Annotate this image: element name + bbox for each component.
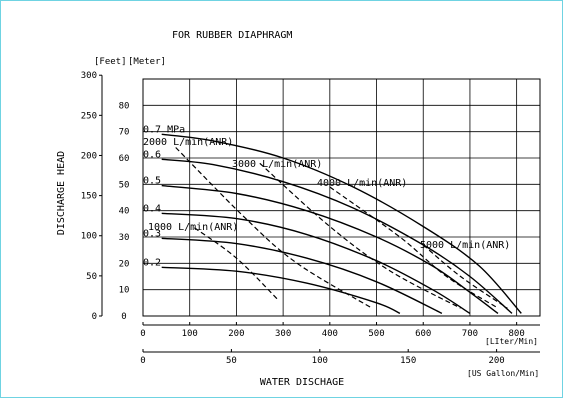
lpm-tick-label: 700	[462, 329, 478, 339]
feet-tick-label: 100	[81, 232, 97, 242]
feet-tick-label: 300	[81, 71, 97, 81]
lpm-unit-label: [LIter/Min]	[485, 337, 538, 346]
lpm-tick-label: 600	[415, 329, 431, 339]
pressure-curve-line	[161, 212, 471, 314]
gpm-tick-label: 0	[140, 356, 145, 366]
lpm-tick-label: 400	[322, 329, 338, 339]
pressure-curve-line	[161, 133, 522, 314]
air-consumption-curve-line	[422, 244, 508, 309]
gpm-tick-label: 200	[488, 356, 504, 366]
lpm-tick-label: 800	[509, 329, 525, 339]
air-consumption-curve-label: 5000 L/min(ANR)	[420, 240, 510, 251]
pressure-curve-label: 0.2	[143, 257, 161, 268]
gpm-unit-label: [US Gallon/Min]	[467, 369, 539, 378]
meter-tick-label: 70	[119, 128, 130, 138]
meter-tick-label: 60	[119, 154, 130, 164]
meter-tick-label: 0	[121, 312, 126, 322]
meter-tick-label: 40	[119, 207, 130, 217]
air-consumption-curve-label: 4000 L/min(ANR)	[317, 178, 407, 189]
pressure-curve-line	[161, 266, 401, 315]
pressure-curve-label: 0.6	[143, 149, 161, 160]
lpm-tick-label: 100	[182, 329, 198, 339]
meter-tick-label: 10	[119, 286, 130, 296]
x-axis-title: WATER DISCHAGE	[260, 377, 344, 388]
feet-tick-label: 150	[81, 192, 97, 202]
air-consumption-curve-line	[329, 186, 499, 309]
pressure-curve-line	[161, 158, 513, 314]
chart-title: FOR RUBBER DIAPHRAGM	[172, 30, 292, 41]
feet-tick-label: 200	[81, 151, 97, 161]
air-consumption-curve-label: 3000 L/min(ANR)	[232, 159, 322, 170]
air-consumption-curve-line	[194, 227, 279, 301]
air-consumption-curve-label: 2000 L/min(ANR)	[143, 137, 233, 148]
pressure-curve-label: 0.5	[143, 176, 161, 187]
air-consumption-curve-line	[259, 162, 461, 309]
meter-tick-label: 20	[119, 259, 130, 269]
gpm-tick-label: 100	[312, 356, 328, 366]
plot-border	[142, 78, 541, 317]
pressure-curve-label: 0.3	[143, 228, 161, 239]
gpm-tick-label: 150	[400, 356, 416, 366]
lpm-tick-label: 0	[140, 329, 145, 339]
feet-tick-label: 0	[92, 312, 97, 322]
feet-tick-label: 50	[86, 272, 97, 282]
air-consumption-curve-label: 1000 L/min(ANR)	[148, 222, 238, 233]
pressure-curve-label: 0.4	[143, 203, 161, 214]
lpm-tick-label: 300	[275, 329, 291, 339]
gpm-tick-label: 50	[226, 356, 237, 366]
pressure-curve-line	[161, 237, 443, 315]
y-axis-title: DISCHARGE HEAD	[56, 151, 67, 235]
pressure-curve-line	[161, 184, 499, 314]
meter-tick-label: 80	[119, 101, 130, 111]
lpm-tick-label: 500	[368, 329, 384, 339]
lpm-tick-label: 200	[228, 329, 244, 339]
pressure-curve-label: 0.7 MPa	[143, 124, 185, 135]
air-consumption-curve-line	[175, 147, 373, 309]
feet-unit-label: [Feet]	[94, 57, 127, 67]
feet-tick-label: 250	[81, 111, 97, 121]
meter-tick-label: 30	[119, 233, 130, 243]
meter-tick-label: 50	[119, 180, 130, 190]
meter-unit-label: [Meter]	[128, 57, 166, 67]
